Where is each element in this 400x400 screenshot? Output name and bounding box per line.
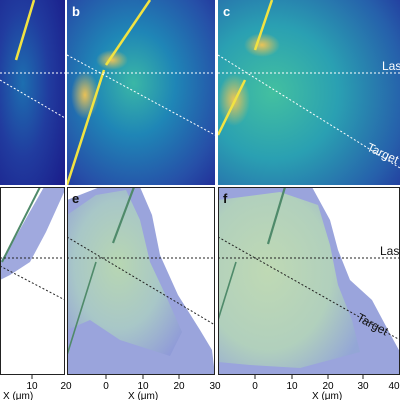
laser-beam-lower bbox=[218, 79, 247, 136]
x-axis-label: X (μm) bbox=[128, 391, 158, 400]
panel-b-label: b bbox=[72, 4, 80, 19]
x-axis-label: X (μm) bbox=[312, 391, 342, 400]
panel-c-label: c bbox=[223, 4, 230, 19]
laser-beam bbox=[104, 0, 152, 66]
panel-e-frame bbox=[67, 187, 215, 375]
x-tick-label: 0 bbox=[252, 381, 258, 392]
target-normal-line bbox=[0, 265, 65, 301]
x-tick-label: 20 bbox=[173, 381, 185, 392]
laser-channel-lower bbox=[218, 261, 237, 321]
laser-beam bbox=[14, 0, 36, 61]
x-tick-label: 40 bbox=[388, 381, 400, 392]
panel-a-field-map bbox=[0, 0, 65, 185]
laser-channel bbox=[266, 187, 287, 245]
laser-annotation: Las bbox=[380, 244, 399, 258]
laser-beam bbox=[253, 0, 274, 51]
laser-beam-lower bbox=[67, 69, 106, 185]
panel-d-frame bbox=[0, 187, 65, 375]
target-normal-line bbox=[218, 236, 400, 341]
panel-b-field-map bbox=[67, 0, 215, 185]
x-tick-label: 30 bbox=[357, 381, 369, 392]
x-tick-label: 30 bbox=[209, 381, 221, 392]
x-tick-label: 10 bbox=[286, 381, 298, 392]
target-normal-line bbox=[0, 79, 65, 119]
laser-channel-lower bbox=[67, 261, 97, 356]
panel-d-density bbox=[0, 187, 65, 375]
target-normal-line bbox=[67, 236, 215, 326]
panel-c-field-map bbox=[218, 0, 400, 185]
panel-f-label: f bbox=[223, 191, 228, 206]
laser-annotation: Las bbox=[382, 59, 400, 73]
target-normal-line bbox=[67, 54, 215, 136]
panel-f-density bbox=[218, 187, 400, 375]
panel-e-density bbox=[67, 187, 215, 375]
x-axis-label: X (μm) bbox=[3, 391, 33, 400]
x-axis-ticks bbox=[31, 375, 364, 379]
laser-channel bbox=[1, 187, 41, 263]
laser-channel bbox=[111, 187, 136, 244]
x-tick-label: 20 bbox=[322, 381, 334, 392]
panel-e-label: e bbox=[72, 191, 79, 206]
x-tick-label: 20 bbox=[60, 381, 72, 392]
x-tick-label: 10 bbox=[137, 381, 149, 392]
x-tick-label: 10 bbox=[26, 381, 38, 392]
x-tick-label: 0 bbox=[103, 381, 109, 392]
